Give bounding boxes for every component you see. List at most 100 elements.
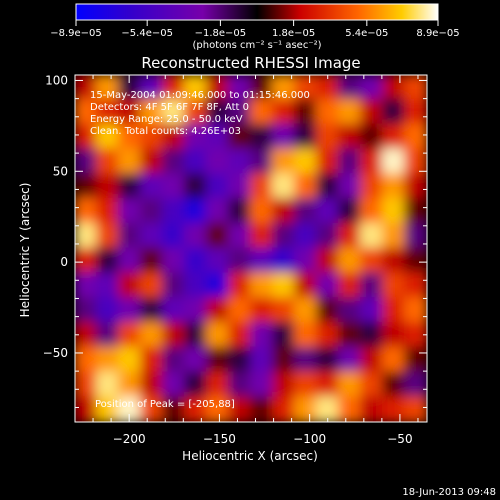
heatmap-cell <box>382 297 406 324</box>
x-tick-label: −100 <box>293 432 326 446</box>
heatmap-cell <box>184 98 208 126</box>
heatmap-cell <box>206 75 230 101</box>
heatmap-cell <box>140 321 164 349</box>
heatmap-cell <box>294 148 318 176</box>
heatmap-cell <box>250 297 274 324</box>
heatmap-cell <box>382 75 406 101</box>
heatmap-cell <box>272 247 296 275</box>
annotation-counts: Clean. Total counts: 4.26E+03 <box>90 126 241 137</box>
heatmap-cell <box>206 123 230 151</box>
heatmap-cell <box>96 396 120 422</box>
heatmap-cell <box>294 371 318 399</box>
colorbar-tick-label: −8.9e−05 <box>50 28 102 39</box>
heatmap-cell <box>404 75 427 101</box>
heatmap-cell <box>404 297 427 324</box>
heatmap-cell <box>184 75 208 101</box>
heatmap-cell <box>294 272 318 300</box>
heatmap-cell <box>206 321 230 349</box>
heatmap-cell <box>360 123 384 151</box>
heatmap-cell <box>75 123 98 151</box>
heatmap-cell <box>118 123 142 151</box>
heatmap-cell <box>338 371 362 399</box>
heatmap-cell <box>96 123 120 151</box>
heatmap-cell <box>338 197 362 225</box>
heatmap-cell <box>96 321 120 349</box>
heatmap-cell <box>162 148 186 176</box>
heatmap-cell <box>294 346 318 374</box>
heatmap-cell <box>316 321 340 349</box>
axis-ticks: −200 −150 −100 −50 −50 0 50 100 <box>43 73 427 446</box>
heatmap-cell <box>118 297 142 324</box>
heatmap-cell <box>96 346 120 374</box>
heatmap-cell <box>206 346 230 374</box>
heatmap-cell <box>294 222 318 250</box>
heatmap-cell <box>316 346 340 374</box>
heatmap-cell <box>75 148 98 176</box>
heatmap-cell <box>404 272 427 300</box>
heatmap-cell <box>75 396 98 422</box>
heatmap-cell <box>162 297 186 324</box>
heatmap-cell <box>75 346 98 374</box>
heatmap-cell <box>382 148 406 176</box>
heatmap-cell <box>75 75 98 101</box>
colorbar <box>76 4 438 20</box>
chart-title: Reconstructed RHESSI Image <box>141 54 360 72</box>
heatmap-cell <box>316 148 340 176</box>
heatmap-cell <box>272 396 296 422</box>
heatmap-cell <box>184 173 208 200</box>
heatmap-cell <box>338 272 362 300</box>
heatmap-cell <box>206 272 230 300</box>
heatmap-cell <box>316 272 340 300</box>
heatmap-cell <box>404 346 427 374</box>
heatmap-cell <box>184 222 208 250</box>
heatmap-cell <box>228 222 252 250</box>
heatmap-cell <box>360 98 384 126</box>
annotation-energy: Energy Range: 25.0 - 50.0 keV <box>90 114 243 125</box>
heatmap-cell <box>338 297 362 324</box>
heatmap-cell <box>272 75 296 101</box>
heatmap-cell <box>382 396 406 422</box>
colorbar-ticks: −8.9e−05 −5.4e−05 −1.8e−05 1.8e−05 5.4e−05 8.… <box>50 20 460 39</box>
heatmap-cell <box>360 396 384 422</box>
heatmap-cell <box>272 148 296 176</box>
heatmap-cell <box>140 148 164 176</box>
heatmap-cell <box>96 371 120 399</box>
heatmap-cell <box>294 98 318 126</box>
heatmap-cell <box>96 297 120 324</box>
heatmap-cell <box>360 247 384 275</box>
heatmap-cell <box>206 297 230 324</box>
heatmap-cell <box>316 123 340 151</box>
heatmap-cell <box>250 321 274 349</box>
heatmap-cell <box>206 371 230 399</box>
heatmap-cell <box>228 396 252 422</box>
heatmap-cell <box>228 148 252 176</box>
heatmap-cell <box>96 75 120 101</box>
annotation-time: 15-May-2004 01:09:46.000 to 01:15:46.000 <box>90 90 310 101</box>
heatmap-cell <box>184 371 208 399</box>
heatmap-cell <box>404 222 427 250</box>
heatmap-cell <box>250 346 274 374</box>
heatmap-cell <box>184 346 208 374</box>
heatmap-cell <box>206 222 230 250</box>
heatmap-cell <box>272 197 296 225</box>
heatmap-cell <box>250 148 274 176</box>
heatmap-cell <box>118 148 142 176</box>
heatmap-cell <box>75 222 98 250</box>
heatmap-cell <box>382 371 406 399</box>
heatmap-cell <box>206 173 230 200</box>
heatmap-cell <box>228 197 252 225</box>
heatmap-cell <box>162 222 186 250</box>
colorbar-tick-label: −1.8e−05 <box>195 28 247 39</box>
heatmap-cell <box>294 123 318 151</box>
heatmap-cell <box>272 173 296 200</box>
heatmap-cell <box>272 371 296 399</box>
heatmap-cell <box>404 371 427 399</box>
x-tick-label: −50 <box>387 432 412 446</box>
heatmap-cell <box>118 173 142 200</box>
heatmap-cell <box>140 98 164 126</box>
heatmap-cell <box>184 321 208 349</box>
heatmap-cell <box>338 75 362 101</box>
heatmap-cell <box>316 371 340 399</box>
y-axis-label: Heliocentric Y (arcsec) <box>18 183 32 318</box>
heatmap-cell <box>184 247 208 275</box>
